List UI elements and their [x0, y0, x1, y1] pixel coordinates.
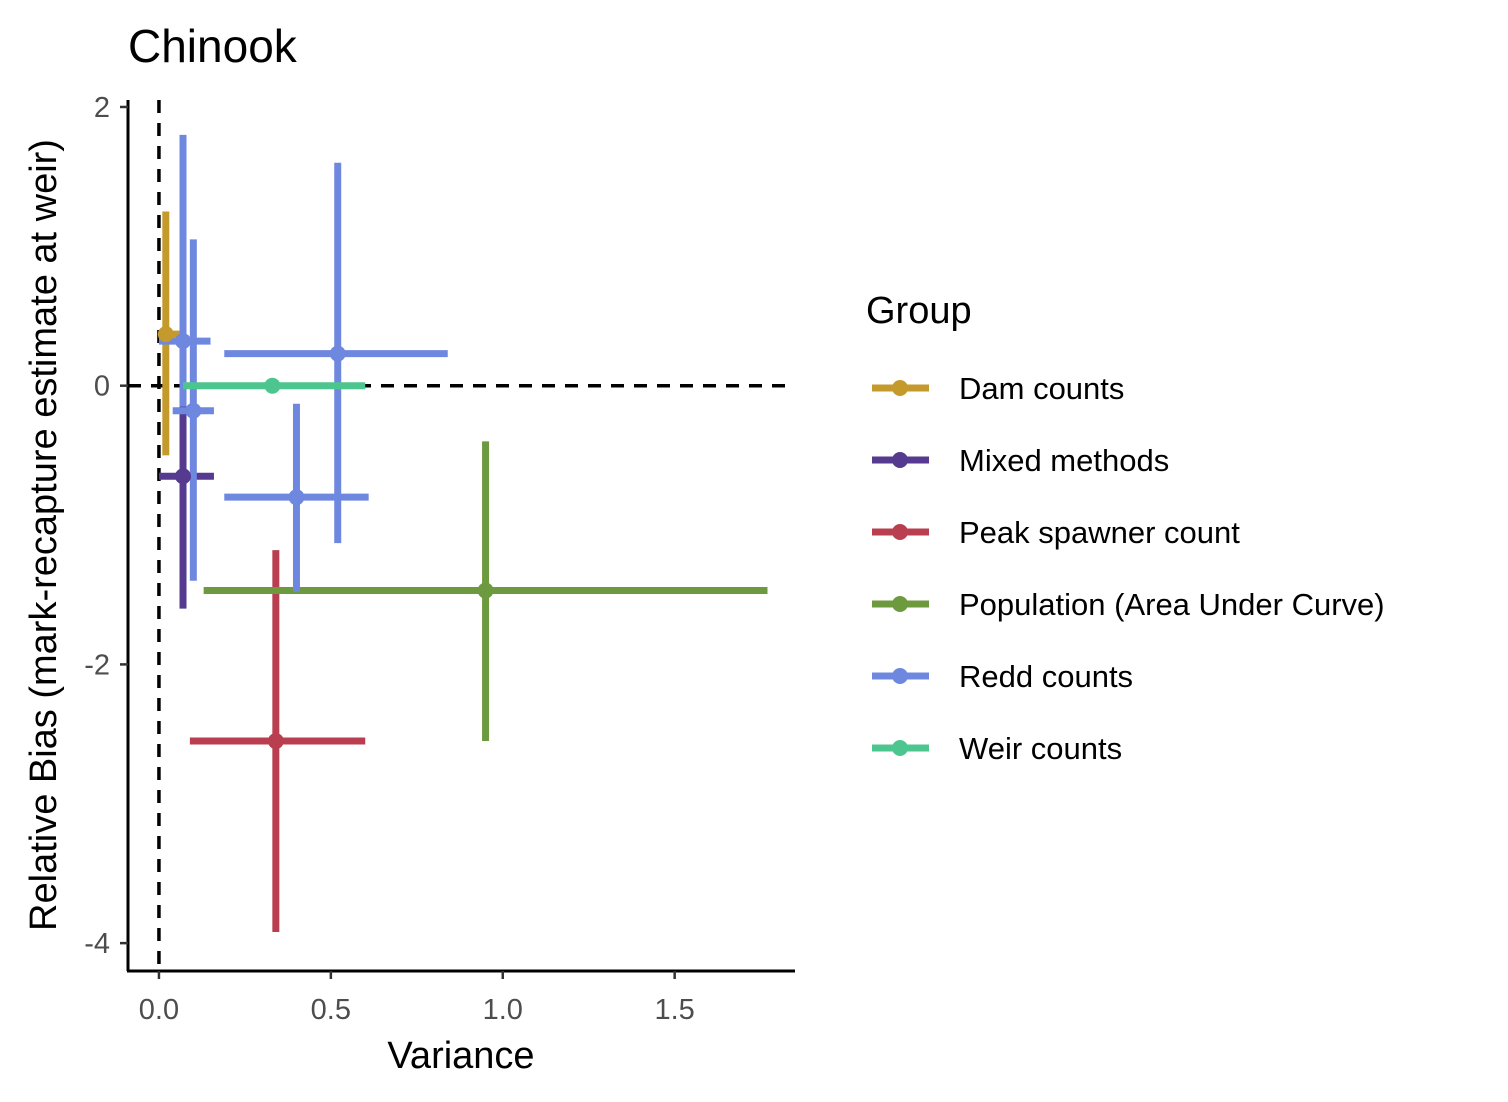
x-tick-label-3: 1.5 — [655, 994, 695, 1026]
y-axis-title: Relative Bias (mark-recapture estimate a… — [23, 139, 65, 931]
series-0-point-0-marker — [157, 326, 174, 343]
legend-label-5: Weir counts — [959, 731, 1122, 766]
legend-label-1: Mixed methods — [959, 443, 1169, 478]
series-4-point-1-marker — [288, 489, 305, 506]
legend-title: Group — [866, 290, 972, 332]
y-tick-label-3: -4 — [84, 928, 110, 960]
legend-key-marker-0 — [892, 380, 908, 396]
y-tick-label-1: 0 — [94, 371, 110, 403]
series-2-point-0-marker — [267, 733, 284, 750]
legend-label-3: Population (Area Under Curve) — [959, 587, 1385, 622]
y-tick-label-2: -2 — [84, 649, 110, 681]
series-4-point-2-marker — [175, 333, 192, 350]
series-1-point-0-marker — [175, 468, 192, 485]
x-tick-label-0: 0.0 — [139, 994, 179, 1026]
y-tick-label-0: 2 — [94, 92, 110, 124]
x-tick-label-2: 1.0 — [483, 994, 523, 1026]
legend-label-4: Redd counts — [959, 659, 1133, 694]
legend: Group Dam counts Mixed methods Peak spawne… — [866, 290, 1385, 766]
legend-key-marker-1 — [892, 452, 908, 468]
x-tick-label-1: 0.5 — [311, 994, 351, 1026]
series-4 — [158, 134, 448, 592]
series-3-point-0-marker — [477, 582, 494, 599]
axes — [126, 100, 795, 973]
legend-label-2: Peak spawner count — [959, 515, 1240, 550]
x-axis-title: Variance — [387, 1035, 534, 1077]
legend-key-marker-2 — [892, 524, 908, 540]
plot-area — [128, 100, 795, 971]
series-5-point-0-marker — [264, 377, 281, 394]
tick-labels: 0.0 0.5 1.0 1.5 2 0 -2 -4 — [84, 92, 695, 1026]
series-4-point-0-marker — [329, 345, 346, 362]
legend-key-marker-4 — [892, 668, 908, 684]
legend-key-marker-5 — [892, 740, 908, 756]
chart-title: Chinook — [128, 20, 298, 72]
legend-label-0: Dam counts — [959, 371, 1124, 406]
series-4-point-3-marker — [185, 402, 202, 419]
legend-key-marker-3 — [892, 596, 908, 612]
